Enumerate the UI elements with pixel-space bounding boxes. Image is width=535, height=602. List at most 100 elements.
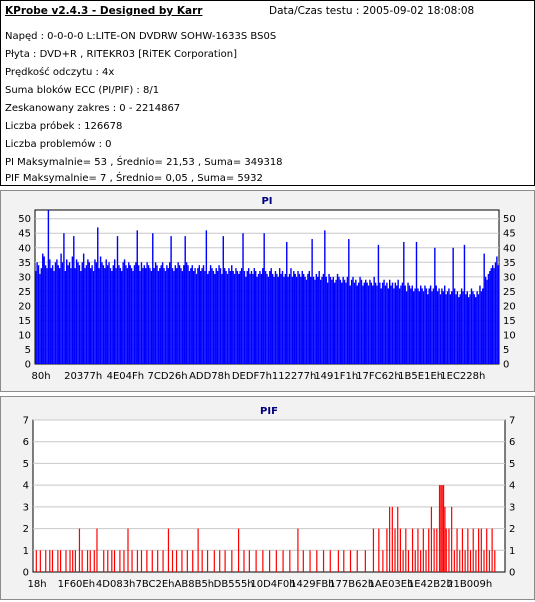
pi-bar: [460, 288, 463, 364]
pi-bar: [326, 282, 329, 364]
pi-bar: [209, 265, 212, 364]
pi-bar: [345, 282, 347, 364]
pi-bar: [222, 236, 224, 364]
pif-bar: [289, 550, 291, 572]
pi-bar: [448, 288, 450, 364]
pi-bar: [236, 271, 239, 364]
pi-bar: [290, 268, 292, 364]
plot-area: [32, 419, 506, 573]
pif-bar: [175, 550, 178, 572]
pi-bar: [465, 294, 467, 364]
pi-bar: [269, 271, 271, 364]
pif-bar: [486, 528, 488, 572]
x-tick-label: 112277h: [272, 371, 317, 382]
y-tick-label-left: 5: [23, 459, 29, 470]
y-tick-label-right: 20: [503, 301, 516, 312]
pi-bar: [301, 271, 303, 364]
y-tick-label-left: 40: [18, 243, 31, 254]
pi-bar: [325, 276, 327, 364]
pif-bar: [39, 550, 41, 572]
pi-bar: [82, 253, 85, 364]
x-tick-label: DB555h: [214, 579, 254, 590]
x-tick-label: 18h: [27, 579, 46, 590]
pi-bar: [225, 271, 227, 364]
x-tick-label: 177B62h: [329, 579, 374, 590]
pi-bar: [335, 279, 337, 364]
pi-bar: [142, 268, 144, 364]
pi-bar: [171, 268, 174, 364]
pi-bar: [130, 268, 133, 364]
pif-bar: [103, 550, 105, 572]
x-tick-label: 1491F1h: [314, 371, 358, 382]
pi-bar: [157, 271, 160, 364]
pif-bar: [297, 528, 299, 572]
pif-bar: [262, 550, 264, 572]
pi-bar: [153, 268, 155, 364]
pi-bar: [273, 276, 275, 364]
pif-bar: [72, 550, 74, 572]
y-tick-label-right: 10: [503, 330, 516, 341]
y-tick-label-right: 15: [503, 316, 516, 327]
pif-bar: [420, 550, 422, 572]
pif-bar: [275, 550, 277, 572]
pi-bar: [383, 279, 385, 364]
pif-bar: [407, 550, 410, 572]
pi-bar: [75, 259, 78, 364]
chart-title: PI: [261, 196, 272, 207]
pi-bar: [288, 273, 291, 364]
pif-bar: [243, 550, 245, 572]
pif-bar: [464, 550, 466, 572]
pi-bar: [404, 285, 406, 364]
pi-bar: [298, 273, 301, 364]
pi-bar: [240, 268, 243, 364]
pi-bar: [294, 273, 296, 364]
pi-bar: [54, 262, 57, 364]
pi-bar: [173, 271, 175, 364]
pi-bar: [452, 247, 454, 364]
pi-bar: [94, 259, 96, 364]
pi-bar: [247, 268, 250, 364]
pi-bar: [36, 262, 38, 364]
pi-bar: [443, 285, 446, 364]
y-tick-label-right: 50: [503, 214, 516, 225]
pi-bar: [308, 271, 311, 364]
pif-bar: [475, 550, 477, 572]
pif-bar: [329, 550, 331, 572]
pi-bar: [421, 288, 423, 364]
pi-bar: [411, 285, 413, 364]
pif-bar: [57, 550, 59, 572]
pif-bar: [35, 550, 37, 572]
pif-bar: [494, 550, 496, 572]
pi-bar: [197, 268, 199, 364]
y-tick-label-left: 30: [18, 272, 31, 283]
pi-bar: [418, 291, 421, 364]
pif-bar: [59, 550, 62, 572]
pif-bar: [364, 550, 366, 572]
pi-bar: [324, 230, 326, 364]
pi-bar: [431, 291, 433, 364]
pi-bar: [363, 282, 366, 364]
pi-bar: [314, 279, 316, 364]
pi-bar: [453, 288, 456, 364]
pi-bar: [280, 273, 282, 364]
pi-bar: [286, 241, 288, 364]
x-tick-label: 20377h: [64, 371, 102, 382]
pif-bar: [356, 550, 358, 572]
y-tick-label-right: 3: [509, 502, 515, 513]
pif-bar: [316, 550, 318, 572]
pi-bar: [47, 210, 50, 364]
pif-bar: [309, 550, 311, 572]
pi-bar: [188, 271, 191, 364]
pif-bar: [343, 550, 345, 572]
pif-bar: [322, 550, 325, 572]
pi-bar: [441, 288, 443, 364]
pi-bar: [84, 268, 86, 364]
pi-bar: [336, 273, 339, 364]
pif-bar: [444, 506, 446, 572]
pi-bar: [132, 271, 134, 364]
pi-bar: [108, 262, 110, 364]
pif-bar: [453, 550, 455, 572]
pi-bar: [68, 262, 71, 364]
pif-bar: [378, 528, 380, 572]
pi-bar: [95, 262, 98, 364]
